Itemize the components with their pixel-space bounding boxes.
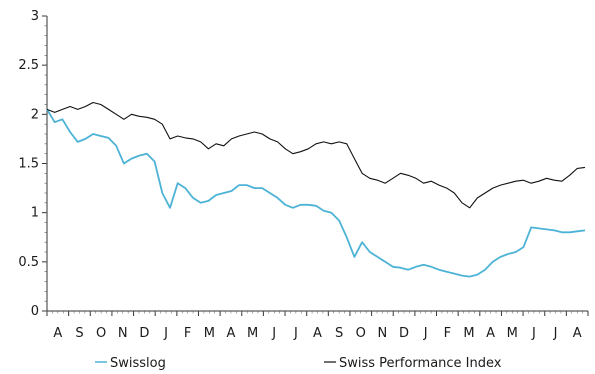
- x-tick-label: M: [507, 326, 518, 341]
- y-tick-label: 0.5: [18, 255, 39, 270]
- legend-label-swisslog: Swisslog: [110, 356, 166, 371]
- x-tick-label: N: [378, 326, 388, 341]
- x-tick-label: O: [356, 326, 366, 341]
- y-tick-label: 1.5: [18, 157, 39, 172]
- series-line-spi: [46, 101, 586, 209]
- y-tick-label: 2: [31, 107, 39, 122]
- x-tick-label: A: [313, 326, 322, 341]
- y-tick-label: 1: [31, 206, 39, 221]
- x-tick-label: N: [118, 326, 128, 341]
- legend-label-spi: Swiss Performance Index: [339, 356, 502, 371]
- x-tick-label: D: [139, 326, 149, 341]
- x-tick-label: F: [444, 326, 451, 341]
- x-tick-label: S: [335, 326, 343, 341]
- legend: Swisslog Swiss Performance Index: [95, 356, 502, 371]
- x-tick-label: O: [96, 326, 106, 341]
- x-tick-label: S: [75, 326, 83, 341]
- x-tick-label: F: [184, 326, 191, 341]
- y-tick-label: 2.5: [18, 58, 39, 73]
- x-tick-label: J: [531, 326, 536, 341]
- x-tick-label: J: [163, 326, 168, 341]
- series-line-swisslog: [46, 108, 586, 278]
- x-tick-label: A: [486, 326, 495, 341]
- x-tick-label: J: [423, 326, 428, 341]
- x-tick-label: A: [226, 326, 235, 341]
- y-tick-label: 3: [31, 9, 39, 24]
- x-tick-label: J: [271, 326, 276, 341]
- x-tick-label: J: [553, 326, 558, 341]
- x-tick-label: A: [53, 326, 62, 341]
- x-tick-label: M: [463, 326, 474, 341]
- x-tick-label: A: [573, 326, 582, 341]
- x-tick-label: M: [247, 326, 258, 341]
- x-tick-label: D: [399, 326, 409, 341]
- x-tick-label: J: [293, 326, 298, 341]
- plot-area: 00.511.522.53A S O N D J F M A M J J A S O N D J F M A M J J A: [18, 9, 589, 341]
- y-tick-label: 0: [31, 304, 39, 319]
- x-tick-label: M: [204, 326, 215, 341]
